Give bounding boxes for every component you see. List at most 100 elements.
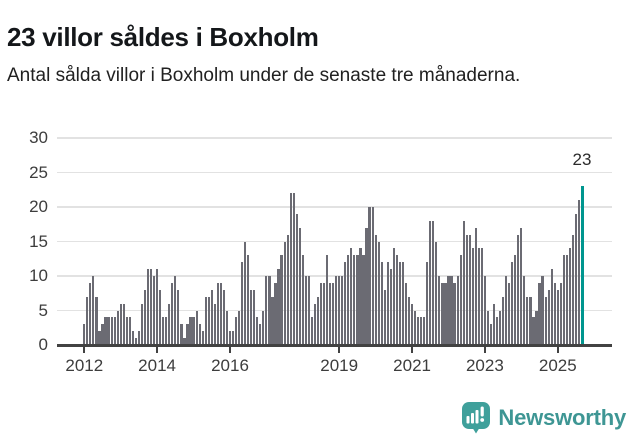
bar [104,317,107,345]
x-axis-tick [156,347,159,353]
bar [511,262,514,345]
bar [156,269,159,345]
bar [301,255,304,345]
bar [447,276,450,345]
x-axis-label: 2023 [465,356,504,375]
x-axis-tick [83,347,86,353]
bar [359,248,362,345]
bar [113,317,116,345]
bar [180,324,183,345]
bar [262,310,265,345]
x-axis-label: 2021 [393,356,431,375]
bar [153,276,156,345]
bar [341,276,344,345]
gridline [57,171,612,174]
bar [131,331,134,345]
bar [222,289,225,345]
bar [350,248,353,345]
y-axis-label: 15 [29,231,48,251]
bar [508,282,511,345]
newsworthy-brand-text: Newsworthy [498,405,626,430]
bar [499,310,502,345]
bar [426,262,429,345]
bar [83,324,86,345]
bar [371,207,374,345]
bar [241,262,244,345]
bar [435,241,438,345]
page-title: 23 villor såldes i Boxholm [7,22,319,53]
bar [286,234,289,345]
bar [228,331,232,345]
bar [474,227,477,345]
bar [198,324,201,345]
x-axis-tick [556,347,559,353]
bar [453,282,456,345]
bar [192,317,195,345]
bar [353,255,356,345]
bar [356,255,359,345]
bar [107,317,110,345]
bar [271,296,274,345]
bar [368,207,371,345]
bar [377,241,380,345]
bar [122,303,125,345]
bar [362,255,365,345]
x-axis-line [57,344,612,347]
value-annotation: 23 [572,150,592,169]
bar [195,310,198,345]
bar [456,276,459,345]
bar [410,303,414,345]
bar [256,317,259,345]
gridline [57,206,612,208]
bar [326,255,329,345]
bar [159,289,162,345]
bar [429,220,432,345]
bar [231,331,235,345]
bar [204,296,207,345]
bar [110,317,113,345]
bar [174,276,177,345]
bar [547,289,550,345]
bar [383,289,386,345]
bar [292,193,295,345]
x-axis-tick [229,347,231,353]
bar [225,310,229,345]
bar [119,303,122,345]
bar [137,331,141,345]
x-axis-tick [483,347,486,353]
bar [420,317,423,345]
bar [89,282,92,345]
newsworthy-logo: Newsworthy [461,401,626,434]
bar [459,255,462,345]
bar [541,276,544,345]
gridline [57,275,612,277]
bar [140,303,144,345]
bar [344,262,347,345]
x-axis-label: 2025 [538,356,577,375]
bar [347,255,350,345]
bar [92,276,95,345]
bar [259,324,262,345]
bar [389,269,392,345]
bar [568,248,571,345]
bar [544,296,547,345]
x-axis-label: 2014 [138,356,176,375]
gridline [57,137,612,139]
bar [134,338,137,345]
bar [395,255,398,345]
bar [423,317,426,345]
x-axis-tick [338,347,341,353]
bar [165,317,168,345]
highlighted-bar [580,186,584,345]
bar [295,213,298,345]
x-axis-label: 2016 [211,356,249,375]
bar [253,289,256,345]
bar [417,317,420,345]
bar [438,276,441,345]
bar [322,282,326,345]
bar [219,282,222,345]
bar [492,303,496,345]
bar [329,282,332,345]
bar [268,276,271,345]
